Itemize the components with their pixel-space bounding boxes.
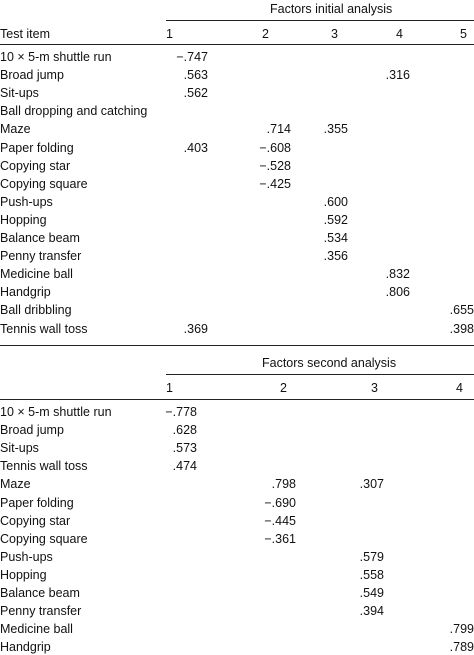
table2-row-item: Medicine ball <box>0 622 73 637</box>
table2-cell: .628 <box>172 423 197 438</box>
table2-cell: .573 <box>172 441 197 456</box>
table2-cell: .558 <box>359 567 384 582</box>
table2-cell: −.778 <box>165 405 197 419</box>
table1-cell: .563 <box>183 68 208 83</box>
table1-factor-header-3: 3 <box>331 27 338 41</box>
table1-cell: .592 <box>323 212 348 227</box>
table1-cell: .600 <box>323 194 348 209</box>
table2-cell: .307 <box>359 477 384 492</box>
table1-cell: .534 <box>323 231 348 245</box>
table1-cell: .806 <box>385 285 410 300</box>
table1-cell: −.608 <box>259 140 291 155</box>
table1-row-item: Ball dribbling <box>0 303 72 318</box>
table1-row-item: Hopping <box>0 212 47 227</box>
table1-cell: .398 <box>449 321 474 336</box>
table2-factor-header-1: 1 <box>166 381 173 395</box>
table2-row-item: Copying square <box>0 531 88 546</box>
table1-cell: −.528 <box>259 158 291 173</box>
table2-row-item: Broad jump <box>0 423 64 438</box>
table1-cell: −.425 <box>259 176 291 191</box>
table2-row-item: Copying star <box>0 513 71 528</box>
table2-header-rule <box>0 399 474 400</box>
table1-row-item: Copying square <box>0 176 88 191</box>
table1-row-item: Broad jump <box>0 68 64 83</box>
table1-factor-header-2: 2 <box>262 27 269 41</box>
table2-cell: −.445 <box>264 513 296 528</box>
table1-row-item: Sit-ups <box>0 86 39 101</box>
table1-row-item: Penny transfer <box>0 249 82 264</box>
table2-factor-header-4: 4 <box>456 381 463 395</box>
table2-title-rule <box>166 374 474 375</box>
table1-title-rule <box>166 20 474 21</box>
table1-test-item-header: Test item <box>0 27 51 41</box>
table1-factor-header-4: 4 <box>396 27 403 41</box>
table1-row-item: Balance beam <box>0 231 80 245</box>
table1-cell: .356 <box>323 249 348 264</box>
table1-row-item: Handgrip <box>0 285 51 300</box>
table1-row-item: Paper folding <box>0 140 74 155</box>
table2-row-item: Hopping <box>0 567 47 582</box>
table1-cell: .655 <box>449 303 474 318</box>
table1-factor-header-5: 5 <box>460 27 467 41</box>
table1-cell: .714 <box>266 122 291 137</box>
table2-cell: −.690 <box>264 495 296 510</box>
table2-top-rule <box>0 345 474 346</box>
table2-row-item: Handgrip <box>0 640 51 655</box>
table2-row-item: Maze <box>0 477 31 492</box>
table1-cell: −.747 <box>176 50 208 64</box>
table1-cell: .355 <box>323 122 348 137</box>
table2-cell: .799 <box>449 622 474 637</box>
table2-row-item: Balance beam <box>0 586 80 600</box>
table1-row-item: Ball dropping and catching <box>0 104 148 119</box>
table2-cell: .394 <box>359 604 384 619</box>
table2-cell: .549 <box>359 586 384 600</box>
table2-factor-header-3: 3 <box>371 381 378 395</box>
table2-title: Factors second analysis <box>262 356 397 370</box>
table1-row-item: Tennis wall toss <box>0 321 88 336</box>
table2-row-item: Paper folding <box>0 495 74 510</box>
table2-row-item: Sit-ups <box>0 441 39 456</box>
table1-cell: .562 <box>183 86 208 101</box>
table2-factor-header-2: 2 <box>280 381 287 395</box>
table1-cell: .832 <box>385 267 410 282</box>
table1-title: Factors initial analysis <box>270 2 393 16</box>
table1-factor-header-1: 1 <box>166 27 173 41</box>
table1-row-item: 10 × 5-m shuttle run <box>0 50 112 64</box>
table1-header-rule <box>0 44 474 45</box>
table2-cell: .579 <box>359 549 384 564</box>
table2-row-item: Penny transfer <box>0 604 82 619</box>
table2-cell: −.361 <box>264 531 296 546</box>
table1-cell: .403 <box>183 140 208 155</box>
table2-row-item: Tennis wall toss <box>0 459 88 474</box>
table1-cell: .316 <box>385 68 410 83</box>
table2-cell: .474 <box>172 459 197 474</box>
table2-cell: .798 <box>271 477 296 492</box>
table2-cell: .789 <box>449 640 474 655</box>
table2-row-item: 10 × 5-m shuttle run <box>0 405 112 419</box>
table1-row-item: Maze <box>0 122 31 137</box>
table2-row-item: Push-ups <box>0 549 53 564</box>
table1-row-item: Push-ups <box>0 194 53 209</box>
table1-row-item: Medicine ball <box>0 267 73 282</box>
table1-cell: .369 <box>183 321 208 336</box>
table1-row-item: Copying star <box>0 158 71 173</box>
